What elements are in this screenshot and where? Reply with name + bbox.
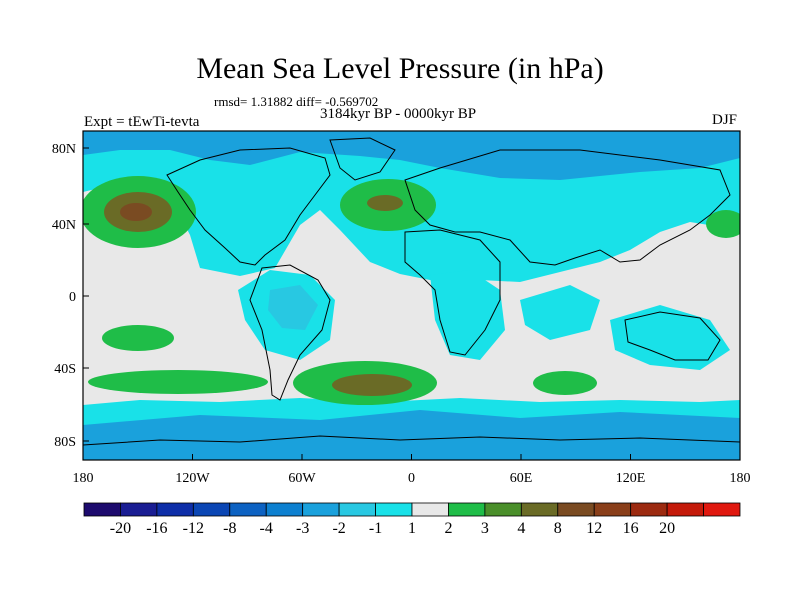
south-indian-high <box>533 371 597 395</box>
lon-label: 0 <box>408 471 415 486</box>
colorbar-label: 8 <box>554 520 562 537</box>
north-atlantic-high-core <box>367 195 403 211</box>
lat-label: 80S <box>54 435 76 450</box>
colorbar-swatch <box>666 502 704 517</box>
colorbar-label: -2 <box>332 520 345 537</box>
experiment-label: Expt = tEwTi-tevta <box>84 114 200 130</box>
lat-label: 80N <box>52 142 76 157</box>
pressure-field <box>83 131 740 460</box>
colorbar-swatch <box>593 502 632 517</box>
colorbar-swatch <box>83 502 121 517</box>
south-atlantic-high-core <box>332 374 412 396</box>
positive-anomalies <box>83 176 740 405</box>
colorbar-swatch <box>302 502 340 517</box>
north-america-coast <box>166 147 331 266</box>
colorbar-label: -4 <box>260 520 273 537</box>
australia-coast <box>624 311 721 361</box>
eurasia-coast <box>404 149 731 266</box>
indian-ocean-negative-area <box>520 285 600 340</box>
colorbar-swatch <box>484 502 522 517</box>
lon-label: 180 <box>730 471 751 486</box>
south-mid-blue-area <box>83 410 740 460</box>
colorbar-swatch <box>156 502 194 517</box>
colorbar-label: 20 <box>659 520 675 537</box>
lat-label: 0 <box>69 290 76 305</box>
colorbar-swatch <box>120 502 158 517</box>
lon-label: 60E <box>510 471 533 486</box>
amazon-mid-blue-area <box>268 285 318 330</box>
period-label: 3184kyr BP - 0000kyr BP <box>320 106 477 122</box>
colorbar-swatch <box>703 502 741 517</box>
antarctica-coast <box>83 435 740 446</box>
colorbar-label: 16 <box>623 520 639 537</box>
colorbar-label: 1 <box>408 520 416 537</box>
colorbar-label: 3 <box>481 520 489 537</box>
africa-negative-area <box>430 270 505 360</box>
colorbar-swatch <box>448 502 486 517</box>
colorbar-label: -1 <box>369 520 382 537</box>
colorbar-swatch <box>630 502 668 517</box>
coastlines <box>83 137 740 446</box>
colorbar-label: -12 <box>183 520 204 537</box>
colorbar-swatch <box>192 502 231 517</box>
colorbar-label: 12 <box>586 520 602 537</box>
colorbar-swatch <box>375 502 413 517</box>
southeast-pacific-high <box>88 370 268 394</box>
lat-label: 40N <box>52 218 76 233</box>
colorbar-swatch <box>265 502 304 517</box>
north-mid-blue-area <box>83 131 740 180</box>
map-title: Mean Sea Level Pressure (in hPa) <box>196 52 604 85</box>
colorbar-swatch <box>520 502 559 517</box>
colorbar-swatch <box>557 502 595 517</box>
south-america-coast <box>249 264 331 401</box>
greenland-coast <box>329 137 396 181</box>
colorbar-label: 4 <box>517 520 525 537</box>
north-pacific-high-center <box>120 203 152 221</box>
colorbar-label: -16 <box>146 520 167 537</box>
latitude-axis: 80N 40N 0 40S 80S <box>52 142 89 450</box>
colorbar-label: -8 <box>223 520 236 537</box>
colorbar-swatch <box>411 502 449 517</box>
colorbar: -20 -16 -12 -8 -4 -3 -2 -1 1 2 3 4 8 12 16 20 <box>83 502 741 537</box>
colorbar-label: -20 <box>110 520 131 537</box>
season-label: DJF <box>712 112 738 128</box>
colorbar-swatch <box>338 502 376 517</box>
northwest-pacific-high <box>706 210 740 238</box>
colorbar-swatch <box>229 502 267 517</box>
south-pacific-high <box>102 325 174 351</box>
australia-negative-area <box>610 305 730 370</box>
lon-label: 60W <box>288 471 316 486</box>
lon-label: 180 <box>73 471 94 486</box>
lat-label: 40S <box>54 362 76 377</box>
africa-coast <box>404 229 501 356</box>
colorbar-label: -3 <box>296 520 309 537</box>
lon-label: 120W <box>175 471 210 486</box>
stats-readout: rmsd= 1.31882 diff= -0.569702 <box>214 94 379 109</box>
longitude-axis: 180 120W 60W 0 60E 120E 180 <box>73 454 751 486</box>
colorbar-label: 2 <box>444 520 452 537</box>
lon-label: 120E <box>616 471 646 486</box>
